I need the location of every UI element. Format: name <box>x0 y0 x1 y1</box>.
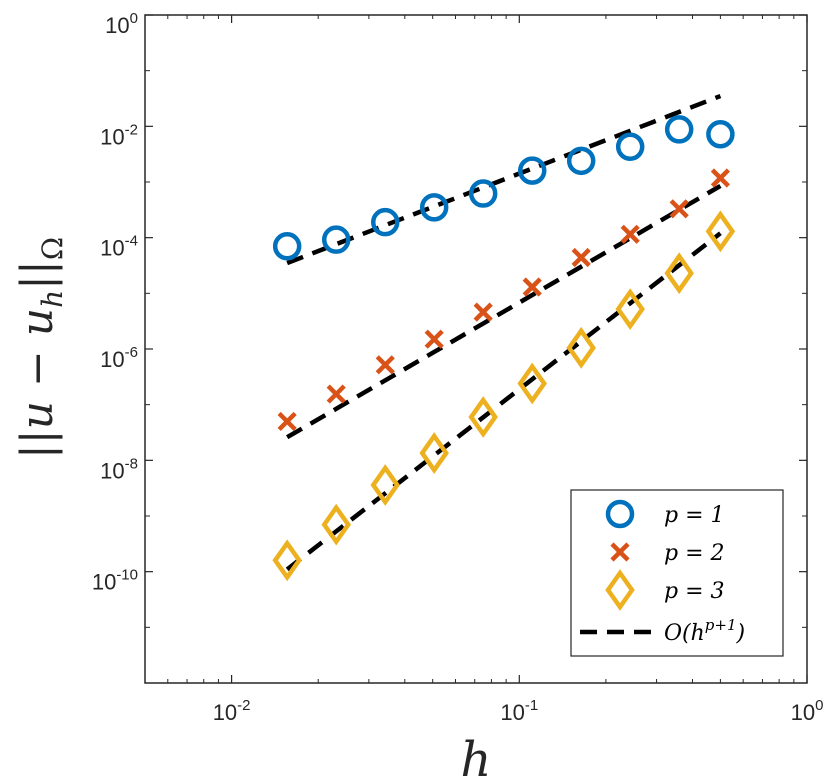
y-tick-label-base: 10 <box>100 124 124 149</box>
data-point-x-stroke <box>522 277 542 297</box>
data-point-circle <box>272 232 302 261</box>
data-markers <box>272 115 736 582</box>
data-point-circle <box>419 193 449 222</box>
y-tick-label-base: 10 <box>100 236 124 261</box>
y-tick-label: 10-10 <box>92 567 138 595</box>
legend-item: p = 3 <box>605 569 725 611</box>
legend-swatch-diamond <box>605 569 635 611</box>
x-tick-label-exponent: -1 <box>525 697 538 714</box>
data-point-diamond <box>419 432 449 474</box>
data-point-x <box>424 329 444 349</box>
legend-swatch-x-stroke <box>610 542 630 562</box>
legend-item: p = 2 <box>610 541 725 566</box>
legend-label: p = 1 <box>664 503 725 528</box>
data-point-diamond <box>321 503 351 546</box>
data-point-x-stroke <box>473 302 493 322</box>
x-axis-label: h <box>461 732 492 783</box>
legend-item: O(hp+1) <box>580 616 745 646</box>
x-tick-label-base: 10 <box>213 700 237 725</box>
x-tick-label-exponent: 0 <box>815 697 823 714</box>
plot-frame <box>144 14 808 684</box>
x-axis-title: h <box>461 732 492 783</box>
data-point-x <box>473 302 493 322</box>
data-point-diamond <box>566 326 596 369</box>
legend-label-superscript: p+1 <box>705 616 737 634</box>
legend-swatch-x <box>610 542 630 562</box>
data-point-diamond <box>272 539 302 582</box>
series-2 <box>277 168 730 432</box>
data-point-x-stroke <box>669 199 689 219</box>
data-point-x <box>571 247 591 268</box>
reference-line <box>285 231 722 572</box>
legend-label-main: O(h <box>664 621 705 646</box>
data-point-x <box>620 224 640 244</box>
data-point-x <box>522 277 542 297</box>
y-tick-label-exponent: -8 <box>125 455 138 472</box>
legend-label: O(hp+1) <box>664 616 745 646</box>
y-tick-label: 10-6 <box>100 344 138 372</box>
data-point-x-stroke <box>277 411 297 432</box>
y-axis-title: ||u − uh||Ω <box>12 237 69 459</box>
legend-label-tail: ) <box>736 621 746 646</box>
y-tick-label-base: 10 <box>105 13 129 38</box>
data-point-circle <box>468 179 498 208</box>
data-point-x <box>375 355 395 375</box>
data-point-diamond <box>664 252 694 295</box>
data-point-x-stroke <box>326 384 346 404</box>
y-tick-label-base: 10 <box>100 458 124 483</box>
x-tick-label: 10-2 <box>213 697 251 725</box>
data-point-diamond <box>468 396 498 438</box>
data-point-x-stroke <box>571 247 591 268</box>
data-point-circle <box>664 115 694 144</box>
y-tick-label-exponent: -6 <box>125 344 138 361</box>
y-tick-label: 100 <box>105 10 138 38</box>
legend: p = 1 p = 2 p = 3 O(hp+1) <box>570 489 784 657</box>
data-point-circle <box>517 156 547 185</box>
y-tick-label: 10-8 <box>100 455 138 483</box>
legend-item: p = 1 <box>605 499 725 529</box>
y-tick-label-base: 10 <box>100 347 124 372</box>
y-tick-label: 10-2 <box>100 121 138 149</box>
y-axis-label: ||u − uh||Ω <box>12 237 69 459</box>
reference-line <box>286 183 722 440</box>
y-tick-label-base: 10 <box>92 570 116 595</box>
data-point-diamond <box>705 210 736 253</box>
reference-lines <box>285 93 722 572</box>
legend-swatch-circle <box>605 499 635 529</box>
reference-line <box>286 93 722 266</box>
x-tick-label: 100 <box>791 697 824 725</box>
data-point-x-stroke <box>710 168 730 188</box>
y-tick-label-exponent: 0 <box>130 10 138 27</box>
data-point-x <box>669 199 689 219</box>
x-tick-label-exponent: -2 <box>237 697 250 714</box>
y-tick-label-exponent: -2 <box>125 121 138 138</box>
series-1 <box>272 115 735 261</box>
data-point-x <box>710 168 730 188</box>
y-tick-label: 10-4 <box>100 233 138 261</box>
y-tick-label-exponent: -10 <box>116 567 138 584</box>
data-point-circle <box>706 120 735 149</box>
y-tick-label-exponent: -4 <box>125 233 138 250</box>
data-point-x <box>277 411 297 432</box>
data-point-circle <box>321 225 351 254</box>
data-point-diamond <box>615 288 645 331</box>
legend-label: p = 2 <box>664 541 725 566</box>
data-point-circle <box>370 207 400 237</box>
x-tick-label: 10-1 <box>500 697 538 725</box>
data-point-x-stroke <box>424 329 444 349</box>
data-point-x-stroke <box>375 355 395 375</box>
data-point-x <box>326 384 346 404</box>
x-tick-label-base: 10 <box>500 700 524 725</box>
data-point-circle <box>615 132 645 161</box>
legend-label: p = 3 <box>664 579 725 604</box>
data-point-x-stroke <box>620 224 640 244</box>
data-point-diamond <box>517 362 547 405</box>
x-tick-label-base: 10 <box>791 700 815 725</box>
data-point-circle <box>566 146 596 176</box>
series-3 <box>272 210 736 582</box>
data-point-diamond <box>370 464 400 506</box>
